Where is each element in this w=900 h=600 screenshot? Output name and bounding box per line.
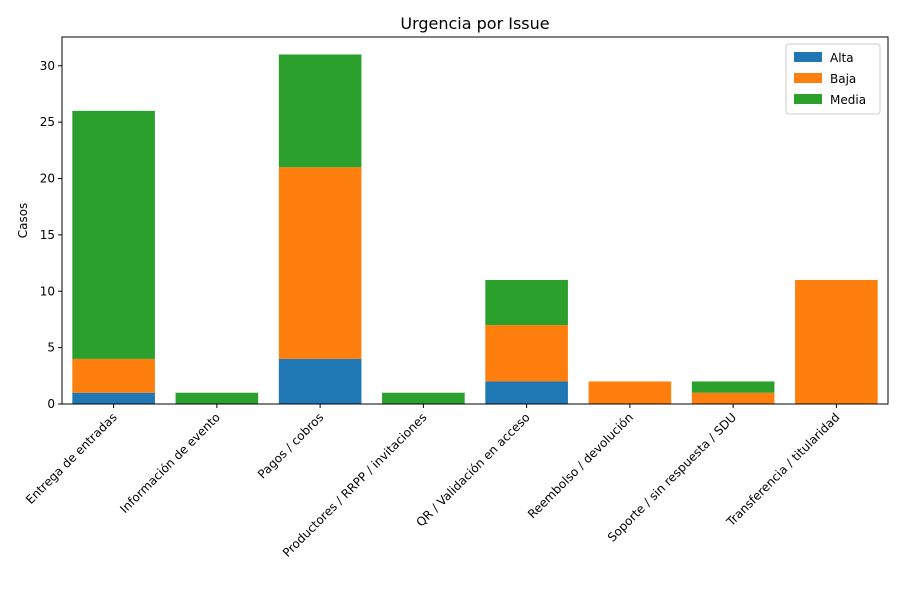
y-tick-label-3: 15 <box>40 228 55 242</box>
bar-media-3 <box>382 392 465 404</box>
legend-label-baja: Baja <box>830 72 856 86</box>
bar-media-1 <box>175 392 259 404</box>
legend-swatch-media <box>794 94 822 104</box>
bars-group <box>72 54 878 404</box>
y-tick-label-5: 25 <box>40 115 55 129</box>
legend-swatch-alta <box>794 52 822 62</box>
y-tick-label-0: 0 <box>47 397 55 411</box>
legend: Alta Baja Media <box>785 43 881 115</box>
y-axis-label: Casos <box>16 203 30 239</box>
bar-media-4 <box>485 279 568 326</box>
bar-media-2 <box>278 54 362 168</box>
y-axis-ticks: 0 5 10 15 20 25 30 <box>40 59 62 411</box>
bar-baja-0 <box>72 358 155 393</box>
bar-baja-7 <box>795 279 878 404</box>
bar-baja-4 <box>485 325 568 382</box>
y-tick-label-2: 10 <box>40 284 55 298</box>
bar-media-0 <box>72 110 155 359</box>
legend-label-alta: Alta <box>830 51 854 65</box>
bar-alta-0 <box>72 392 155 404</box>
plot-frame <box>61 36 889 405</box>
bar-alta-2 <box>278 358 362 404</box>
chart-title: Urgencia por Issue <box>400 14 549 33</box>
bar-media-6 <box>691 381 775 393</box>
bar-alta-4 <box>485 381 568 404</box>
y-tick-label-6: 30 <box>40 59 55 73</box>
y-tick-label-1: 5 <box>47 341 55 355</box>
bar-baja-6 <box>691 392 775 404</box>
bar-baja-2 <box>278 167 362 359</box>
y-tick-label-4: 20 <box>40 172 55 186</box>
legend-swatch-baja <box>794 73 822 83</box>
legend-label-media: Media <box>830 93 866 107</box>
bar-baja-5 <box>588 381 672 404</box>
